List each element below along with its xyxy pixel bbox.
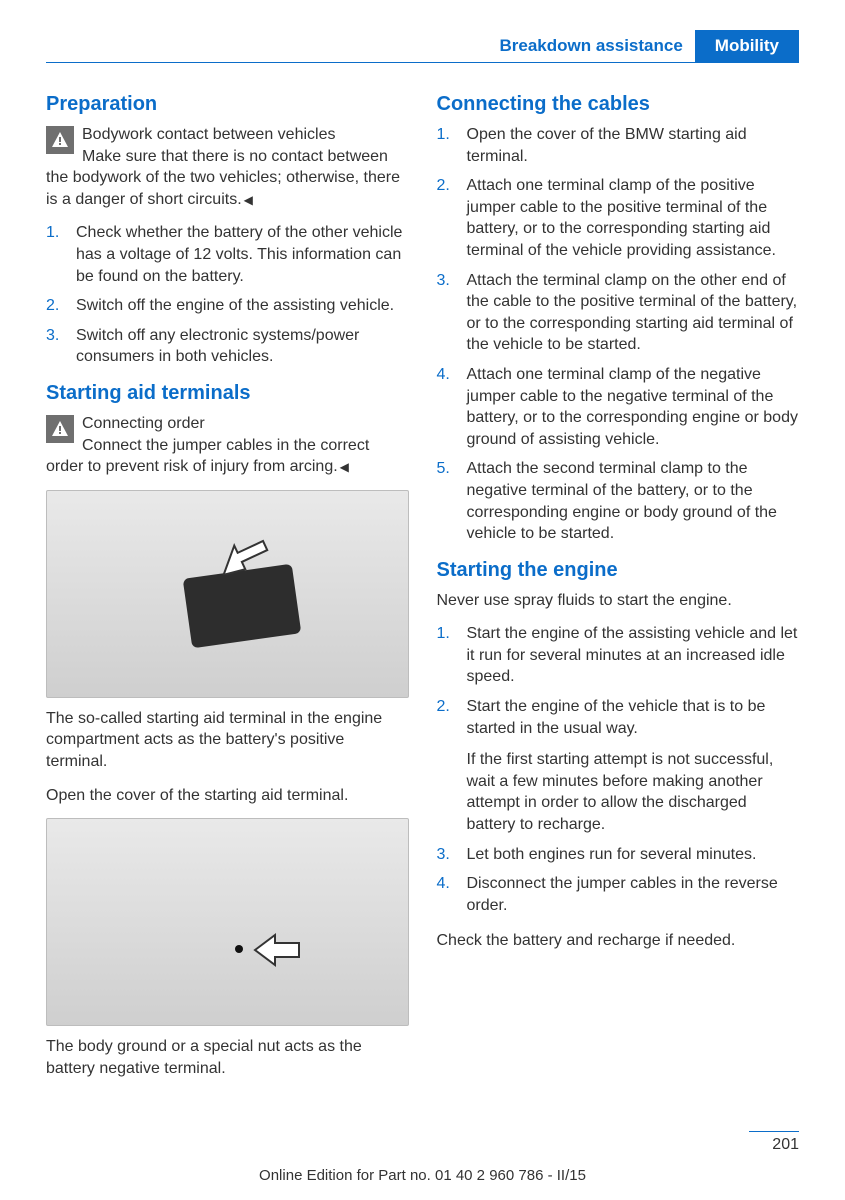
arrow-icon [217, 533, 277, 575]
section-badge: Mobility [695, 30, 799, 62]
starting-intro: Never use spray fluids to start the engi… [437, 590, 800, 612]
heading-connecting: Connecting the cables [437, 93, 800, 116]
figure-terminal-cover [46, 490, 409, 698]
list-text: Attach one terminal clamp of the positiv… [467, 175, 800, 261]
figure-shape [183, 563, 302, 648]
list-item: 3. Let both engines run for several minut… [437, 844, 800, 866]
list-number: 5. [437, 458, 457, 544]
figure-ground-nut [46, 818, 409, 1026]
list-text: Attach the second terminal clamp to the … [467, 458, 800, 544]
heading-terminals: Starting aid terminals [46, 382, 409, 405]
list-item: 1.Start the engine of the assisting vehi… [437, 623, 800, 688]
heading-preparation: Preparation [46, 93, 409, 116]
starting-outro: Check the battery and recharge if needed… [437, 930, 800, 952]
warning-body: Make sure that there is no contact betwe… [46, 148, 400, 208]
list-number: 4. [437, 364, 457, 450]
figure-caption: Open the cover of the starting aid termi… [46, 785, 409, 807]
list-item: 2.Start the engine of the vehicle that i… [437, 696, 800, 739]
list-text: Switch off any electronic systems/power … [76, 325, 409, 368]
left-column: Preparation Bodywork contact between veh… [46, 89, 409, 1091]
right-column: Connecting the cables 1.Open the cover o… [437, 89, 800, 1091]
list-item: 1.Check whether the battery of the other… [46, 222, 409, 287]
content-columns: Preparation Bodywork contact between veh… [46, 89, 799, 1091]
list-number: 3. [437, 844, 457, 866]
page-header: Breakdown assistance Mobility [46, 30, 799, 63]
starting-list-2: 3. Let both engines run for several minut… [437, 844, 800, 917]
list-number: 1. [437, 623, 457, 688]
list-text: Let both engines run for several minutes… [467, 844, 757, 866]
starting-list: 1.Start the engine of the assisting vehi… [437, 623, 800, 739]
warning-body: Connect the jumper cables in the correct… [46, 437, 369, 476]
breadcrumb: Breakdown assistance [487, 30, 694, 62]
list-text: Check whether the battery of the other v… [76, 222, 409, 287]
warning-icon [46, 126, 74, 154]
list-text: Open the cover of the BMW starting aid t… [467, 124, 800, 167]
list-subtext: If the first starting attempt is not suc… [467, 749, 800, 835]
warning-title: Connecting order [82, 415, 205, 432]
list-item: 2.Attach one terminal clamp of the posit… [437, 175, 800, 261]
heading-starting: Starting the engine [437, 559, 800, 582]
connecting-list: 1.Open the cover of the BMW starting aid… [437, 124, 800, 545]
list-number: 3. [437, 270, 457, 356]
list-number: 2. [437, 696, 457, 739]
warning-preparation: Bodywork contact between vehicles Make s… [46, 124, 409, 210]
warning-title: Bodywork contact between vehicles [82, 126, 335, 143]
warning-icon [46, 415, 74, 443]
figure-dot [235, 945, 243, 953]
list-text: Start the engine of the assisting vehicl… [467, 623, 800, 688]
list-number: 1. [437, 124, 457, 167]
warning-terminals: Connecting order Connect the jumper cabl… [46, 413, 409, 478]
list-item: 1.Open the cover of the BMW starting aid… [437, 124, 800, 167]
footer-text: Online Edition for Part no. 01 40 2 960 … [0, 1167, 845, 1184]
list-item: 4.Disconnect the jumper cables in the re… [437, 873, 800, 916]
list-number: 2. [437, 175, 457, 261]
list-text: Disconnect the jumper cables in the reve… [467, 873, 800, 916]
page-number: 201 [749, 1131, 799, 1154]
list-text: Attach one terminal clamp of the negativ… [467, 364, 800, 450]
list-number: 2. [46, 295, 66, 317]
list-text: Attach the terminal clamp on the other e… [467, 270, 800, 356]
list-number: 3. [46, 325, 66, 368]
list-text: Start the engine of the vehicle that is … [467, 696, 800, 739]
list-item: 2. Switch off the engine of the assisting… [46, 295, 409, 317]
list-number: 1. [46, 222, 66, 287]
list-item: 3.Attach the terminal clamp on the other… [437, 270, 800, 356]
list-item: 4.Attach one terminal clamp of the negat… [437, 364, 800, 450]
list-text: Switch off the engine of the assisting v… [76, 295, 394, 317]
figure-caption: The body ground or a special nut acts as… [46, 1036, 409, 1079]
arrow-icon [247, 929, 307, 971]
list-item: 5.Attach the second terminal clamp to th… [437, 458, 800, 544]
figure-caption: The so-called starting aid terminal in t… [46, 708, 409, 773]
list-item: 3.Switch off any electronic systems/powe… [46, 325, 409, 368]
list-number: 4. [437, 873, 457, 916]
preparation-list: 1.Check whether the battery of the other… [46, 222, 409, 368]
